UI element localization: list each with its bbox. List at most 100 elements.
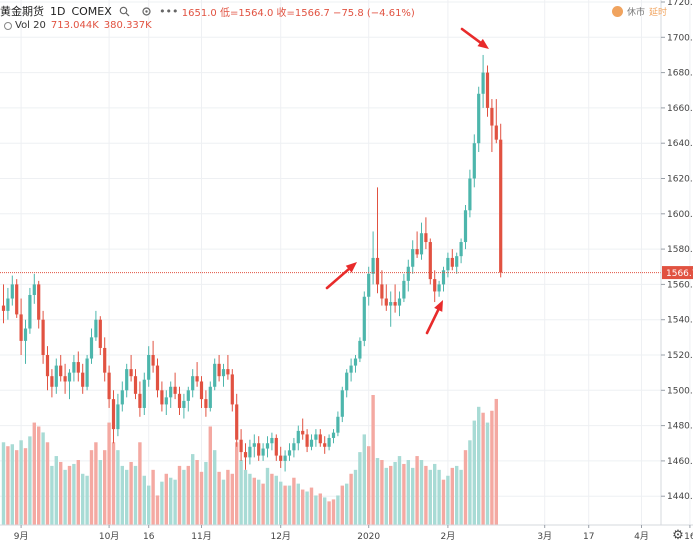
candle-body xyxy=(41,319,45,355)
chart-grid xyxy=(0,0,691,525)
candle-body xyxy=(257,443,261,456)
candle-body xyxy=(89,337,94,359)
candle-body xyxy=(59,365,63,377)
volume-legend: Vol 20 713.044K 380.337K xyxy=(4,20,152,31)
symbol-name[interactable]: 黄金期货 xyxy=(0,5,44,18)
volume-bar xyxy=(28,436,32,525)
volume-bar xyxy=(318,493,322,525)
candle-body xyxy=(274,437,278,456)
candle-body xyxy=(173,386,177,394)
more-icon[interactable]: ••• xyxy=(159,4,179,18)
candle-body xyxy=(151,355,155,366)
candle-body xyxy=(327,437,331,447)
candle-body xyxy=(23,328,28,341)
candle-body xyxy=(331,432,336,438)
time-tick-label: 17 xyxy=(583,532,594,542)
candle-body xyxy=(72,362,76,373)
candle-body xyxy=(406,266,410,281)
candle-body xyxy=(129,369,133,377)
volume-bar xyxy=(468,440,472,525)
candle-body xyxy=(437,284,441,292)
volume-bar xyxy=(45,442,50,525)
candle-body xyxy=(125,369,129,391)
volume-bar xyxy=(173,479,177,525)
volume-bar xyxy=(111,442,116,525)
volume-bar xyxy=(415,456,419,525)
candle-body xyxy=(362,296,366,341)
volume-bar xyxy=(437,469,441,525)
candle-body xyxy=(164,397,168,405)
volume-bar xyxy=(353,469,358,525)
price-tick-label: 1640.0 xyxy=(667,139,693,149)
search-icon[interactable] xyxy=(116,3,134,19)
candle-body xyxy=(208,386,212,408)
candle-body xyxy=(279,455,283,461)
volume-bar xyxy=(490,410,494,525)
volume-bar xyxy=(402,463,406,525)
volume-label[interactable]: Vol 20 xyxy=(15,20,46,31)
candle-body xyxy=(191,376,195,391)
volume-bar xyxy=(446,475,450,525)
candle-body xyxy=(199,381,204,400)
price-axis: 1440.0 1460.0 1480.0 1500.0 1520.0 1540.0 1560… xyxy=(660,0,693,525)
candle-body xyxy=(446,257,450,271)
price-tick-label: 1520.0 xyxy=(667,351,693,361)
time-tick-label: 9月 xyxy=(14,531,29,542)
volume-bar xyxy=(274,475,278,525)
time-tick-label: 4月 xyxy=(634,531,649,542)
candle-body xyxy=(371,257,375,274)
volume-bar xyxy=(279,481,283,525)
volume-bar xyxy=(6,446,10,525)
volume-bar xyxy=(85,475,89,525)
volume-bar xyxy=(239,460,243,525)
time-tick-label: 16 xyxy=(143,532,155,542)
volume-bar xyxy=(41,432,45,525)
candle-body xyxy=(450,257,454,267)
volume-bar xyxy=(72,463,76,525)
settings-icon[interactable] xyxy=(138,3,156,19)
eye-icon[interactable] xyxy=(4,21,12,30)
candle-body xyxy=(433,279,437,292)
volume-bar xyxy=(345,483,349,525)
candle-body xyxy=(204,399,208,408)
volume-bar xyxy=(120,465,124,525)
candle-body xyxy=(441,270,446,285)
volume-bar xyxy=(138,442,142,525)
volume-bar xyxy=(428,469,432,525)
candle-body xyxy=(235,404,239,440)
volume-bar xyxy=(485,422,490,525)
candle-body xyxy=(397,298,402,306)
volume-bars xyxy=(1,395,498,525)
candle-body xyxy=(15,284,19,315)
volume-bar xyxy=(371,395,375,525)
candle-body xyxy=(455,256,459,267)
volume-bar xyxy=(151,469,155,525)
volume-bar xyxy=(186,465,190,525)
time-tick-label: 16 xyxy=(684,532,693,542)
volume-bar xyxy=(98,460,102,525)
volume-bar xyxy=(89,450,94,525)
volume-bar xyxy=(411,467,415,525)
price-tick-label: 1440.0 xyxy=(667,492,693,502)
volume-bar xyxy=(305,491,309,525)
volume-bar xyxy=(455,465,459,525)
gear-icon[interactable]: ⚙ xyxy=(672,528,684,543)
volume-bar xyxy=(424,465,428,525)
candle-body xyxy=(463,210,468,243)
volume-bar xyxy=(81,473,85,525)
candle-body xyxy=(50,376,54,387)
price-tick-label: 1680.0 xyxy=(667,69,693,79)
candle-body xyxy=(169,386,173,398)
last-price-tag-label: 1566.7 xyxy=(666,269,693,279)
volume-bar xyxy=(287,485,292,525)
volume-bar xyxy=(94,442,98,525)
candle-body xyxy=(309,439,314,447)
candle-body xyxy=(19,314,23,341)
volume-bar xyxy=(243,469,248,525)
candle-body xyxy=(340,390,344,417)
volume-bar xyxy=(1,442,6,525)
volume-bar xyxy=(54,456,58,525)
volume-bar xyxy=(199,471,204,525)
interval-label[interactable]: 1D xyxy=(50,4,66,18)
